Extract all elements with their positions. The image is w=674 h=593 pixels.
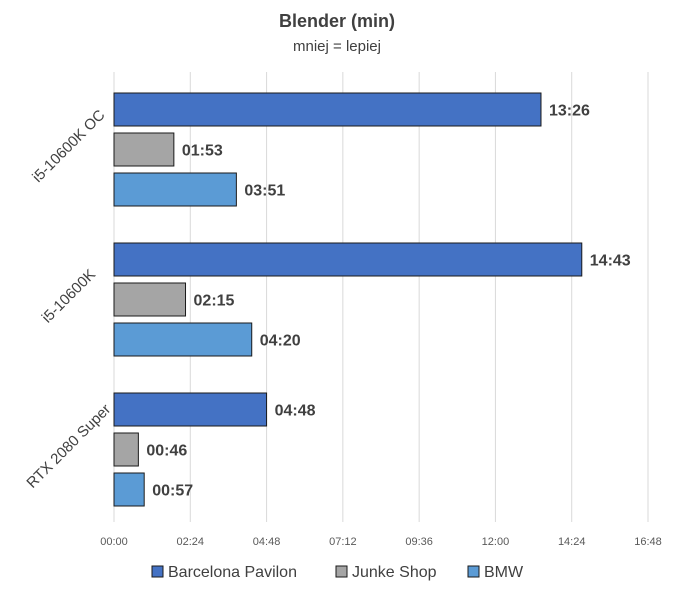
data-label: 04:48 [275,403,316,420]
chart-subtitle: mniej = lepiej [293,38,381,55]
plot-area: 13:26 01:53 03:51 14:43 02:15 04:20 04:48 00:46… [113,92,631,507]
legend-swatch [151,565,164,578]
legend-swatch [335,565,348,578]
legend-label: Barcelona Pavilon [168,564,297,581]
bar [113,92,542,127]
x-axis-ticks: 00:00 02:24 04:48 07:12 09:36 12:00 14:24 16:48 [100,536,662,548]
x-tick-label: 00:00 [100,536,128,548]
data-label: 13:26 [549,103,590,120]
bar [113,282,187,317]
data-label: 00:46 [146,443,187,460]
bar [113,472,145,507]
bar [113,392,268,427]
data-label: 02:15 [194,293,235,310]
bar [113,132,175,167]
legend-label: Junke Shop [352,564,437,581]
category-labels: i5-10600K OC i5-10600K RTX 2080 Super [23,107,114,492]
legend-swatch [467,565,480,578]
data-label: 03:51 [244,183,285,200]
bar [113,432,139,467]
bar [113,322,253,357]
data-label: 04:20 [260,333,301,350]
category-label: i5-10600K OC [29,107,108,186]
x-tick-label: 12:00 [482,536,510,548]
x-tick-label: 07:12 [329,536,357,548]
bar [113,242,583,277]
data-label: 01:53 [182,143,223,160]
bar [113,172,237,207]
legend-label: BMW [484,564,524,581]
x-tick-label: 04:48 [253,536,281,548]
category-label: RTX 2080 Super [23,401,114,492]
legend: Barcelona Pavilon Junke Shop BMW [151,564,524,581]
data-label: 00:57 [152,483,193,500]
x-tick-label: 02:24 [177,536,205,548]
data-label: 14:43 [590,253,631,270]
x-tick-label: 16:48 [634,536,662,548]
category-label: i5-10600K [39,266,99,326]
chart-title: Blender (min) [279,11,395,31]
gridlines [113,72,649,522]
x-tick-label: 14:24 [558,536,586,548]
x-tick-label: 09:36 [405,536,433,548]
